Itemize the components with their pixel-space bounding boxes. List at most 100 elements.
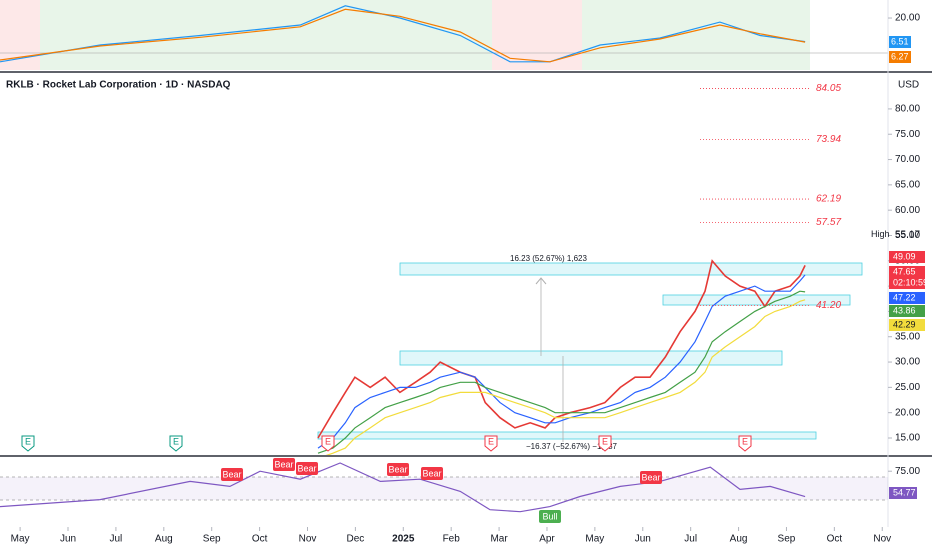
signal-label: Bear [641,472,660,482]
price-tag [889,251,925,263]
x-tick-label: Jun [60,534,76,545]
signal-label: Bull [542,511,557,521]
x-tick-label: Dec [346,534,364,545]
y-tick-label: 35.00 [895,331,920,342]
earnings-marker [321,435,335,452]
x-tick-label: Feb [443,534,461,545]
price-tag [889,51,911,63]
zone-box [399,350,783,366]
y-tick-label: 15.00 [895,433,920,444]
zone-box [317,431,817,440]
y-tick-label: 20.00 [895,13,920,24]
earnings-marker [484,435,498,452]
y-tick-label: 65.00 [895,179,920,190]
signal-label: Bear [388,464,407,474]
signal-box [387,463,409,476]
signal-box [273,458,295,471]
signal-label: Bear [297,463,316,473]
earnings-label: E [25,436,31,446]
x-tick-label: Oct [827,534,843,545]
price-tag [889,487,917,499]
y-tick-label: 20.00 [895,407,920,418]
series-line [325,299,806,455]
series-group [317,259,806,455]
series-line [0,5,806,63]
signal-box [296,462,318,475]
target-label: 84.05 [816,83,841,94]
target-label: 41.20 [816,300,841,311]
price-tag [889,36,911,48]
series-group [0,462,806,513]
y-tick-label: 25.00 [895,382,920,393]
earnings-marker [169,435,183,452]
y-tick-label: 55.00 [895,230,920,241]
target-label: 62.19 [816,194,841,205]
earnings-marker [21,435,35,452]
signal-box [539,510,561,523]
y-tick-label: 80.00 [895,104,920,115]
price-tag-label: 47.65 [893,266,916,276]
measure-down: −16.37 (−52.67%) −1,637 [526,442,618,451]
price-tag [889,277,925,289]
series-group [0,5,806,63]
price-tag-label: 54.77 [893,487,916,497]
series-line [0,8,806,63]
measure-up: 16.23 (52.67%) 1,623 [510,254,587,263]
y-tick-label: 75.00 [895,129,920,140]
y-tick-label: 60.00 [895,205,920,216]
series-line [0,462,806,513]
signal-label: Bear [274,459,293,469]
price-tag-label: 43.86 [893,305,916,315]
x-tick-label: Sep [778,534,796,545]
target-label: 57.57 [816,217,841,228]
symbol-title: RKLB · Rocket Lab Corporation · 1D · NAS… [6,80,231,91]
zone-bear [492,0,582,70]
signal-box [421,467,443,480]
price-tag-label: 6.27 [891,51,909,61]
earnings-label: E [742,436,748,446]
high-label: High [871,229,890,239]
x-tick-label: May [11,534,30,545]
price-tag [889,266,925,278]
price-tag-label: 02:10:59 [893,277,928,287]
x-tick-label: Jul [684,534,697,545]
signal-label: Bear [222,469,241,479]
price-tag-label: 47.22 [893,292,916,302]
zone-box [399,262,863,276]
rsi-band [0,477,888,500]
x-tick-label: 2025 [392,534,415,545]
x-tick-label: Mar [490,534,508,545]
zones [317,262,863,440]
zone-bull [40,0,492,70]
x-tick-label: Oct [252,534,268,545]
earnings-label: E [173,436,179,446]
target-label: 73.94 [816,134,841,145]
signal-label: Bear [422,468,441,478]
x-tick-label: May [585,534,604,545]
zone-bull [582,0,810,70]
currency: USD [898,80,919,91]
x-tick-label: Aug [155,534,173,545]
earnings-label: E [488,436,494,446]
price-tag [889,292,925,304]
price-tag [889,305,925,317]
x-tick-label: Jul [110,534,123,545]
earnings-label: E [602,436,608,446]
price-tag [889,319,925,331]
series-line [317,290,806,454]
price-tag-label: 6.51 [891,36,909,46]
x-tick-label: Nov [299,534,317,545]
y-tick-label: 30.00 [895,357,920,368]
high-value: 55.17 [895,229,920,240]
x-tick-label: Apr [539,534,555,545]
y-tick-label: 75.00 [895,466,920,477]
earnings-marker [598,435,612,452]
series-line [317,259,806,439]
y-tick-label: 70.00 [895,154,920,165]
price-tag-label: 42.29 [893,319,916,329]
earnings-marker [738,435,752,452]
x-tick-label: Nov [873,534,891,545]
x-tick-label: Jun [635,534,651,545]
x-tick-label: Sep [203,534,221,545]
